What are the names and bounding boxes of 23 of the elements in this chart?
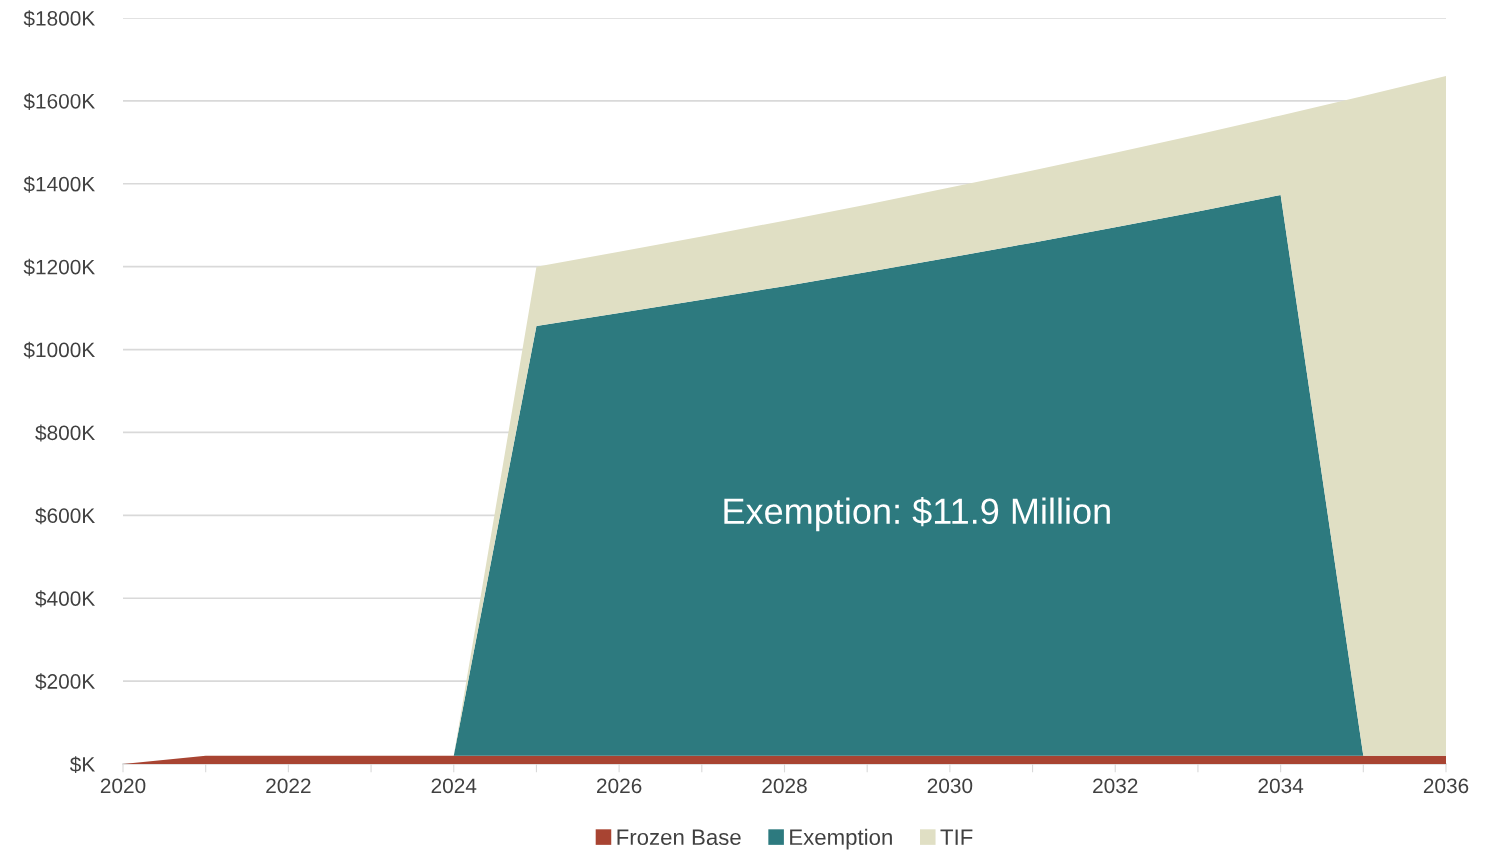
- y-tick-label: $1200K: [23, 258, 95, 276]
- y-tick-label: $600K: [35, 507, 95, 525]
- x-tick-label: 2028: [762, 778, 807, 794]
- x-tick-label: 2020: [100, 778, 146, 794]
- legend-label: Exemption: [790, 828, 892, 850]
- x-tick-label: 2030: [927, 778, 973, 794]
- legend-label: Frozen Base: [617, 829, 741, 846]
- x-tick-label: 2026: [597, 778, 642, 794]
- y-tick-label: $800K: [35, 424, 95, 442]
- x-tick-label: 2032: [1093, 778, 1138, 794]
- legend-label: TIF: [940, 829, 973, 845]
- y-tick-label: $K: [69, 756, 95, 773]
- y-tick-label: $1000K: [23, 341, 95, 359]
- x-tick-label: 2036: [1423, 778, 1469, 794]
- y-tick-label: $400K: [35, 590, 95, 608]
- x-tick-label: 2022: [266, 778, 311, 794]
- x-tick-label: 2024: [431, 778, 477, 794]
- y-tick-label: $1800K: [23, 10, 95, 27]
- annotation: Exemption: $11.9 Million: [724, 496, 1110, 532]
- y-tick-label: $1600K: [23, 93, 95, 110]
- y-tick-label: $200K: [35, 673, 95, 691]
- y-tick-label: $1400K: [23, 175, 95, 193]
- x-tick-label: 2034: [1258, 778, 1304, 794]
